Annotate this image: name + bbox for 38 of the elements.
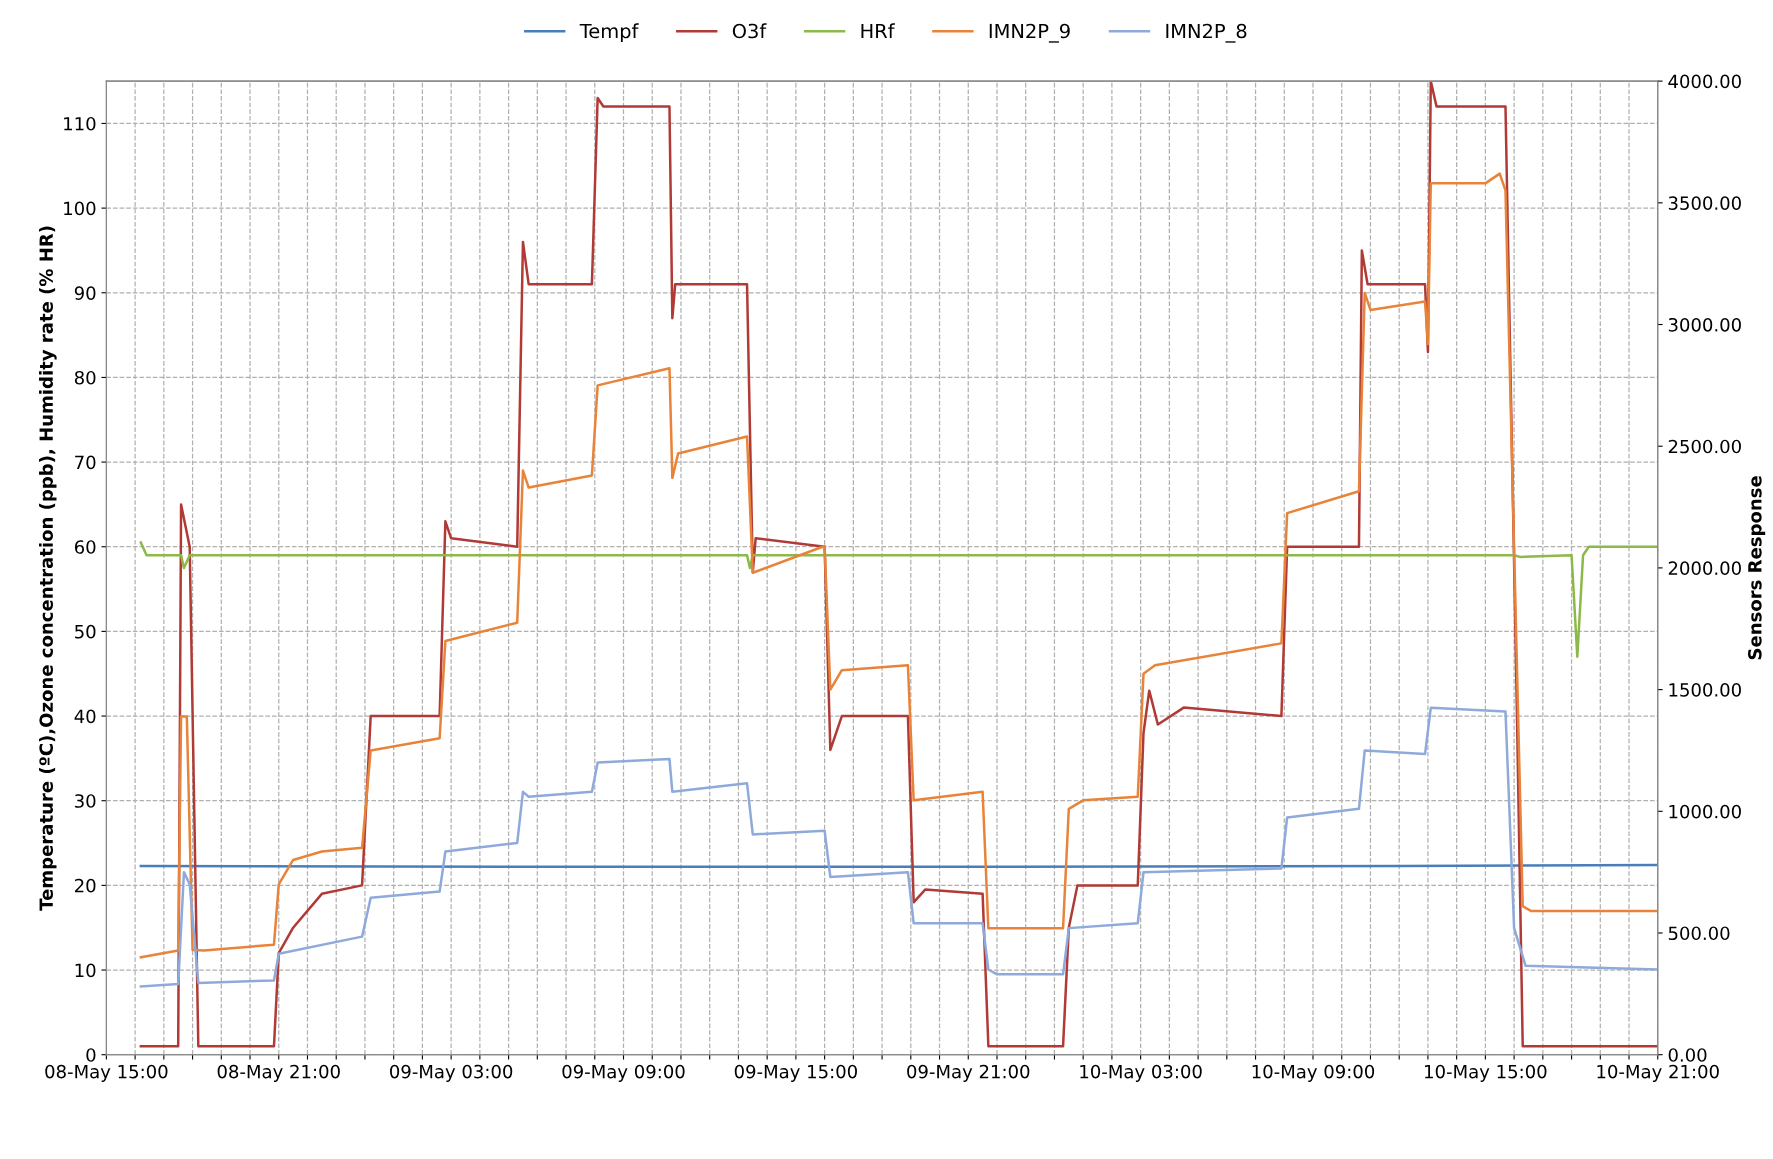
y-tick-label: 90 [74,286,96,300]
legend-label: Tempf [579,23,639,43]
legend-label: IMN2P_8 [1166,23,1247,43]
y-tick-label: 20 [75,878,96,893]
x-tick-label: 09-May 21:00 [907,1064,1030,1082]
y2-tick-label: 3000.00 [1668,317,1741,332]
y-tick-label: 0 [86,1048,96,1062]
y-tick-label: 100 [64,201,96,216]
y2-tick-label: 1500.00 [1669,683,1741,697]
y-tick-label: 40 [74,709,96,724]
y2-tick-label: 1000.00 [1669,804,1741,819]
x-tick-label: 10-May 15:00 [1425,1064,1547,1082]
x-tick-label: 08-May 15:00 [45,1064,168,1082]
y-axis-title: Temperature (ºC),Ozone concentration (ppb), Humidity rate (% HR) [39,226,57,911]
x-tick-label: 09-May 03:00 [390,1064,513,1082]
x-tick-label: 10-May 09:00 [1252,1064,1375,1082]
legend-label: HRf [861,23,895,39]
y2-axis-title: Sensors Response [1748,476,1766,660]
y-tick-label: 50 [75,624,96,639]
x-tick-label: 09-May 15:00 [734,1064,857,1082]
y2-tick-label: 500.00 [1668,926,1730,941]
y-tick-label: 10 [75,963,96,978]
x-tick-label: 10-May 03:00 [1080,1064,1202,1082]
y-tick-label: 80 [74,370,96,385]
x-tick-label: 09-May 09:00 [562,1064,685,1082]
y2-tick-label: 2500.00 [1668,439,1741,454]
y2-tick-label: 3500.00 [1668,196,1741,210]
y-tick-label: 110 [64,116,96,131]
y-tick-label: 30 [75,794,96,808]
legend-label: O3f [732,23,767,39]
y-tick-label: 60 [74,540,96,554]
x-tick-label: 08-May 21:00 [217,1064,340,1082]
y2-tick-label: 4000.00 [1668,74,1741,89]
x-tick-label: 10-May 21:00 [1597,1064,1719,1082]
legend-label: IMN2P_9 [989,23,1070,43]
y2-tick-label: 2000.00 [1668,561,1741,576]
y-tick-label: 70 [75,455,96,470]
y2-tick-label: 0.00 [1668,1048,1707,1062]
